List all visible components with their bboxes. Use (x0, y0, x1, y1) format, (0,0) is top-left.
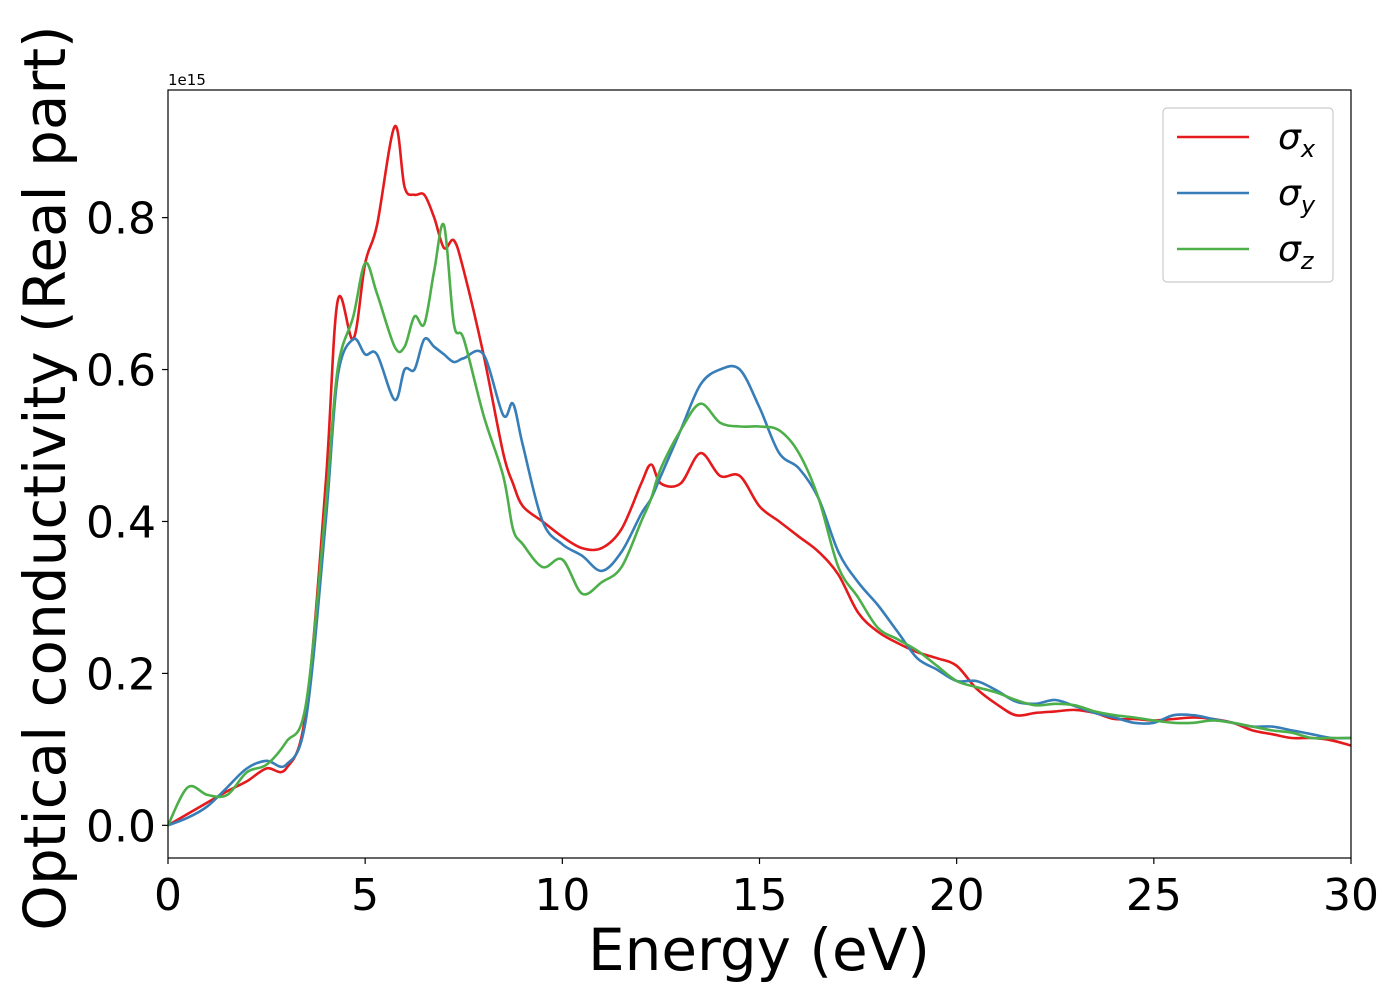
x-tick-label: 30 (1323, 870, 1379, 921)
x-tick-label: 15 (732, 870, 788, 921)
x-tick-label: 10 (534, 870, 590, 921)
x-tick-label: 5 (351, 870, 379, 921)
legend-label-y: σy (1278, 173, 1316, 219)
y-tick-label: 0.6 (86, 346, 156, 397)
legend-label-z: σz (1278, 229, 1315, 275)
x-tick-label: 0 (154, 870, 182, 921)
x-tick-label: 25 (1126, 870, 1182, 921)
legend-label-x: σx (1278, 117, 1316, 163)
series-line-z (168, 222, 1351, 827)
x-axis-ticks: 0 5 10 15 20 25 30 (154, 858, 1379, 921)
series-layer (168, 125, 1351, 827)
y-offset-label: 1e15 (168, 71, 206, 89)
y-axis-title: Optical conductivity (Real part) (11, 25, 79, 930)
x-tick-label: 20 (929, 870, 985, 921)
y-tick-label: 0.2 (86, 649, 156, 700)
y-axis-ticks: 0.0 0.2 0.4 0.6 0.8 (86, 194, 168, 852)
legend-items: σx σy σz (1177, 117, 1316, 275)
legend-box (1162, 107, 1334, 283)
y-tick-label: 0.4 (86, 497, 156, 548)
legend: σx σy σz (1162, 107, 1334, 283)
y-tick-label: 0.8 (86, 194, 156, 245)
y-tick-label: 0.0 (86, 801, 156, 852)
x-axis-title: Energy (eV) (588, 916, 930, 984)
